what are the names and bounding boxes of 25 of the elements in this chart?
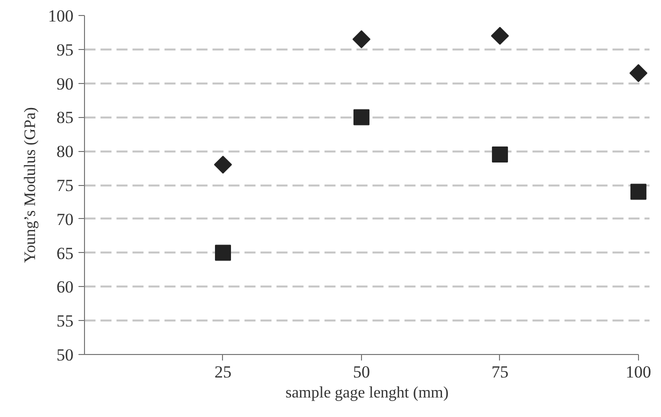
point	[490, 26, 509, 45]
y-tick-label: 60	[56, 278, 74, 297]
point	[214, 156, 232, 174]
y-tick-label: 75	[56, 176, 74, 195]
point	[492, 146, 508, 162]
y-tick-label: 85	[56, 108, 74, 128]
x-tick-label: 100	[626, 362, 652, 382]
y-tick-label: 70	[56, 210, 74, 229]
x-axis-title: sample gage lenght (mm)	[285, 384, 449, 402]
y-tick-label: 50	[56, 346, 74, 364]
y-tick-label: 90	[56, 74, 74, 94]
y-tick-label: 95	[56, 40, 74, 60]
y-tick-label: 55	[56, 312, 74, 331]
point	[352, 30, 370, 48]
y-axis-title: Young’s Modulus (GPa)	[22, 107, 39, 263]
point	[629, 64, 648, 82]
x-tick-label: 50	[352, 362, 370, 382]
point	[214, 244, 231, 261]
y-tick-label: 80	[56, 142, 74, 162]
y-tick-label: 100	[48, 6, 74, 26]
x-tick-label: 75	[491, 362, 508, 382]
y-tick-label: 65	[56, 244, 74, 263]
point	[630, 184, 646, 200]
point	[353, 109, 370, 126]
x-tick-label: 25	[214, 362, 232, 382]
